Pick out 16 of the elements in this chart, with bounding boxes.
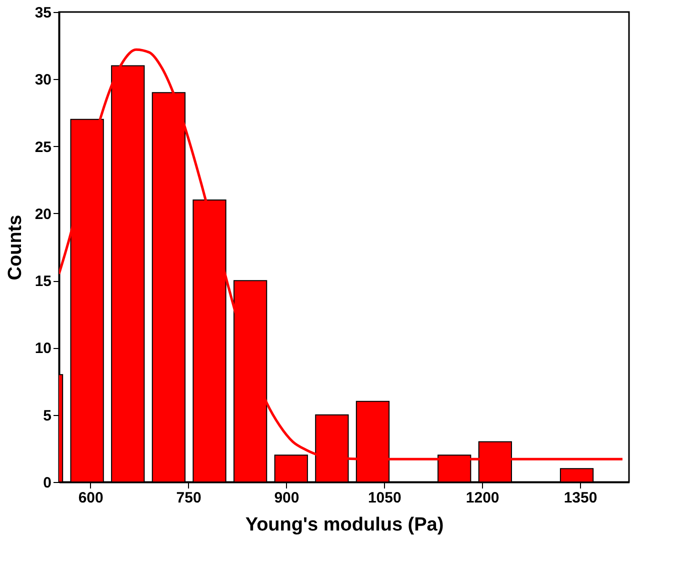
x-tick-label: 1050 xyxy=(368,490,402,506)
y-tick-label: 0 xyxy=(43,474,52,492)
x-tick-label: 600 xyxy=(78,490,104,506)
x-tick-label: 900 xyxy=(274,490,300,506)
y-tick-label: 20 xyxy=(34,206,52,223)
x-tick-label: 1200 xyxy=(466,490,500,506)
x-tick-label: 1350 xyxy=(564,490,598,506)
y-tick-label: 5 xyxy=(43,407,52,424)
y-tick-label: 35 xyxy=(34,4,52,22)
y-axis-title: Counts xyxy=(4,214,26,280)
x-tick-label: 750 xyxy=(176,490,202,506)
y-tick-label: 30 xyxy=(34,72,52,89)
y-tick-label: 15 xyxy=(34,273,52,290)
y-tick-label: 25 xyxy=(34,138,52,156)
y-tick-label: 10 xyxy=(34,340,52,358)
x-axis-title: Young's modulus (Pa) xyxy=(245,514,444,536)
